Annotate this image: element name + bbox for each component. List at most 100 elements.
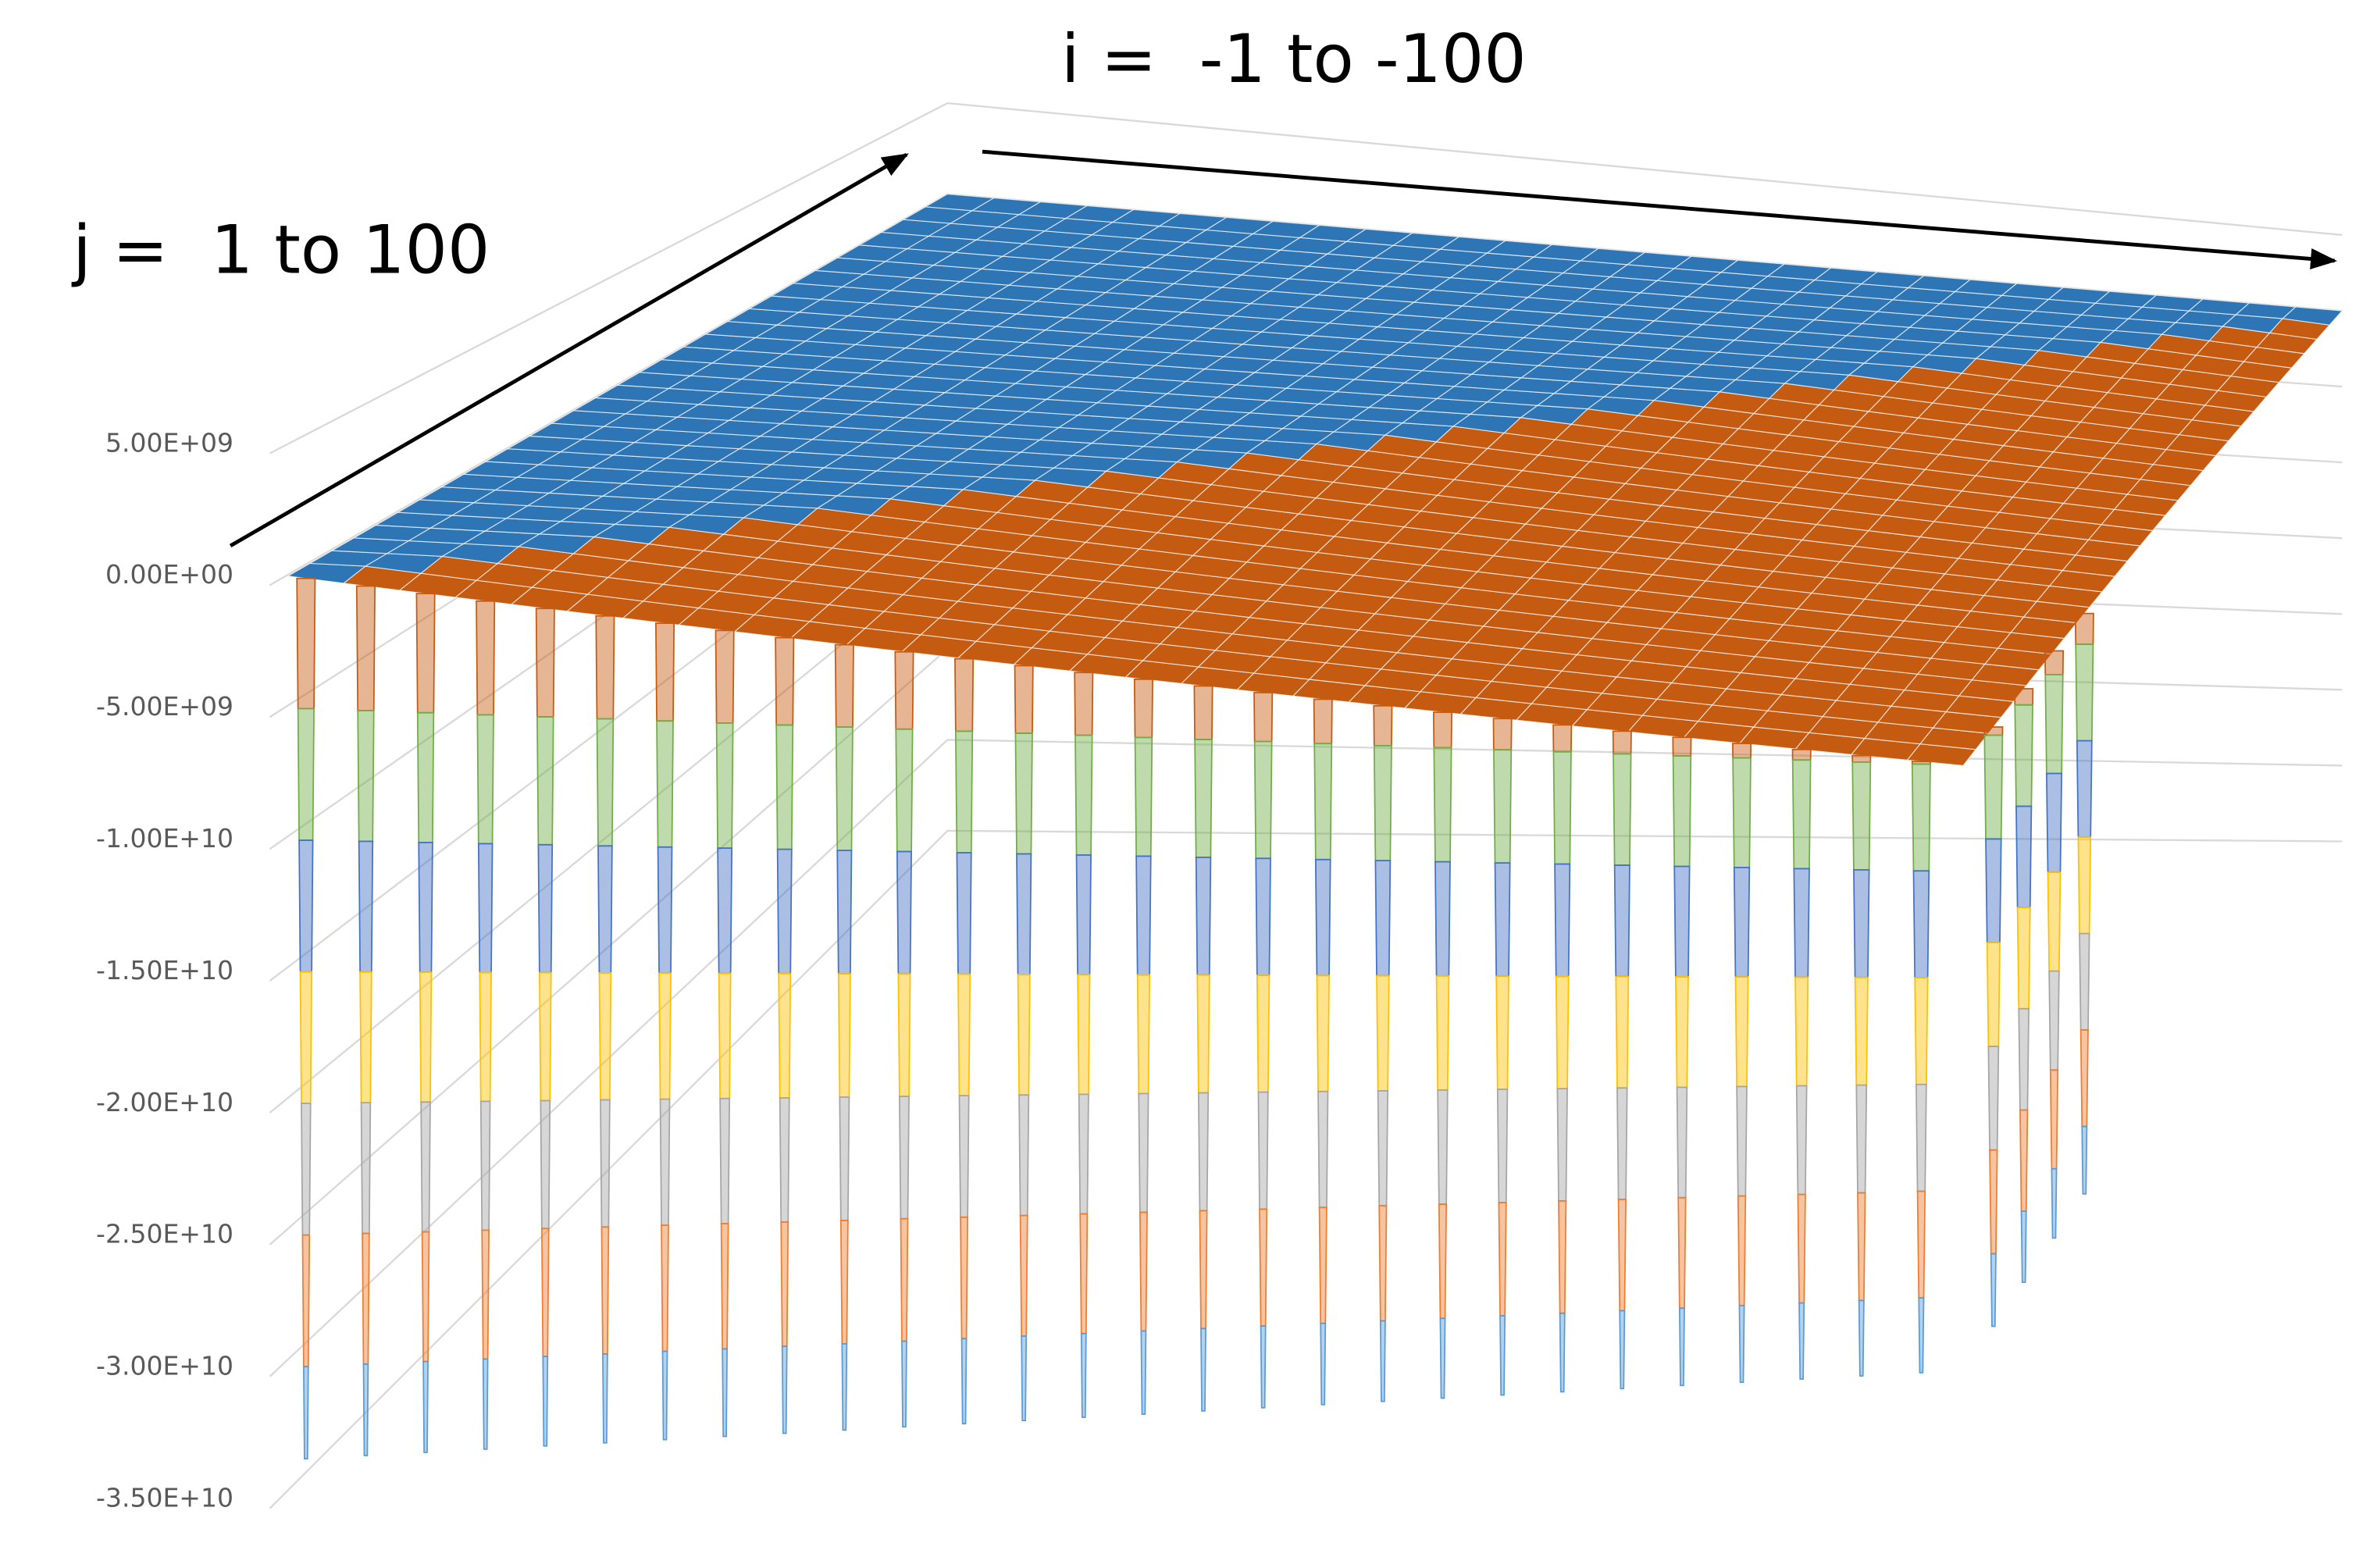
- spike-segment: [1851, 761, 1872, 871]
- spike-segment: [359, 971, 372, 1104]
- spike-segment: [1855, 1084, 1868, 1194]
- spike-segment: [657, 846, 673, 975]
- spike-segment: [1986, 942, 2001, 1047]
- spike-segment: [1495, 975, 1509, 1090]
- spike-segment: [1496, 1089, 1509, 1203]
- spike-segment: [834, 643, 854, 729]
- spike-segment: [1135, 855, 1152, 976]
- spike-segment: [536, 716, 554, 846]
- spike-segment: [781, 1345, 788, 1434]
- spike-segment: [602, 1352, 608, 1444]
- spike-segment: [479, 971, 492, 1103]
- spike-segment: [1256, 975, 1270, 1093]
- spike-segment: [1378, 1205, 1388, 1322]
- spike-segment: [954, 730, 974, 853]
- spike-segment: [479, 1100, 491, 1231]
- spike-segment: [1432, 711, 1453, 749]
- spike-segment: [654, 622, 675, 722]
- spike-segment: [837, 973, 851, 1098]
- spike-segment: [1552, 750, 1572, 865]
- spike-segment: [1985, 838, 2002, 944]
- spike-segment: [1554, 863, 1571, 978]
- spike-segment: [1498, 1202, 1507, 1317]
- spike-segment: [299, 971, 313, 1104]
- spike-segment: [1499, 1315, 1506, 1396]
- spike-segment: [598, 972, 612, 1101]
- spike-segment: [894, 650, 914, 730]
- spike-segment: [1612, 730, 1632, 755]
- spike-segment: [1014, 665, 1034, 734]
- spike-segment: [656, 720, 674, 848]
- spike-segment: [2076, 739, 2093, 838]
- z-tick-label: -2.50E+10: [96, 1219, 233, 1249]
- spike-segment: [2044, 650, 2065, 675]
- z-tick-label: -1.00E+10: [96, 823, 233, 853]
- spike-segment: [1253, 692, 1274, 743]
- z-tick-label: 5.00E+09: [105, 427, 233, 458]
- z-tick-label: -1.50E+10: [96, 955, 233, 985]
- spike-segment: [718, 972, 732, 1099]
- spike-segment: [2047, 871, 2062, 972]
- spike-segment: [1734, 976, 1749, 1088]
- spike-segment: [1737, 1195, 1747, 1306]
- spike-segment: [1912, 870, 1930, 978]
- spike-segment: [540, 1099, 551, 1230]
- spike-segment: [1494, 862, 1511, 977]
- spike-segment: [1793, 868, 1810, 978]
- surface: [287, 193, 2343, 767]
- spike-segment: [597, 845, 613, 974]
- spike-segment: [776, 848, 793, 975]
- spike-segment: [839, 1096, 850, 1221]
- spike-segment: [1133, 679, 1153, 739]
- spike-segment: [420, 1101, 431, 1233]
- spike-segment: [1492, 718, 1513, 750]
- spike-segment: [1983, 734, 2004, 840]
- spike-segment: [899, 1096, 910, 1220]
- spike-segment: [482, 1358, 489, 1450]
- spike-segment: [1140, 1330, 1147, 1415]
- spike-segment: [1676, 1086, 1688, 1199]
- z-tick-label: -2.00E+10: [96, 1087, 233, 1117]
- spike-segment: [775, 724, 794, 850]
- spike-segment: [1260, 1325, 1267, 1409]
- z-tick-label: -3.00E+10: [96, 1351, 233, 1381]
- spike-segment: [1738, 1305, 1745, 1383]
- spike-segment: [1318, 1206, 1327, 1324]
- spike-segment: [1918, 1297, 1925, 1374]
- spike-segment: [537, 843, 554, 974]
- spike-segment: [1195, 856, 1212, 976]
- spike-segment: [1615, 975, 1630, 1089]
- spike-segment: [362, 1232, 370, 1365]
- spike-segment: [836, 850, 853, 975]
- spike-segment: [1987, 1046, 2000, 1151]
- spike-segment: [2075, 643, 2094, 742]
- i-axis-arrow: [982, 149, 2338, 270]
- spike-segment: [1990, 1253, 1997, 1327]
- spike-segment: [1320, 1322, 1327, 1406]
- spike-segment: [1857, 1192, 1866, 1302]
- spike-segment: [835, 726, 854, 851]
- spike-segment: [954, 657, 975, 732]
- spike-segment: [1074, 672, 1094, 736]
- spike-segment: [1911, 763, 1931, 872]
- spike-segment: [418, 842, 433, 973]
- z-tick-label: -3.50E+10: [96, 1483, 233, 1513]
- spike-segment: [476, 600, 496, 716]
- spike-segment: [2014, 704, 2033, 807]
- spike-segment: [1435, 975, 1450, 1091]
- spike-segment: [596, 718, 615, 847]
- spike-segment: [895, 728, 914, 853]
- spike-segment: [1798, 1302, 1805, 1380]
- spike-segment: [1199, 1210, 1208, 1330]
- spike-segment: [1675, 976, 1689, 1089]
- spike-segment: [956, 852, 972, 975]
- spike-segment: [1673, 865, 1691, 978]
- x-axis-label: i = -1 to -100: [1061, 21, 1527, 98]
- spike-segment: [1916, 1190, 1926, 1299]
- spike-segment: [1197, 1092, 1210, 1212]
- spike-segment: [1257, 1091, 1269, 1210]
- spike-segment: [1733, 867, 1751, 978]
- spike-segment: [960, 1338, 968, 1425]
- spike-segment: [2074, 612, 2094, 645]
- spike-segment: [1794, 976, 1809, 1087]
